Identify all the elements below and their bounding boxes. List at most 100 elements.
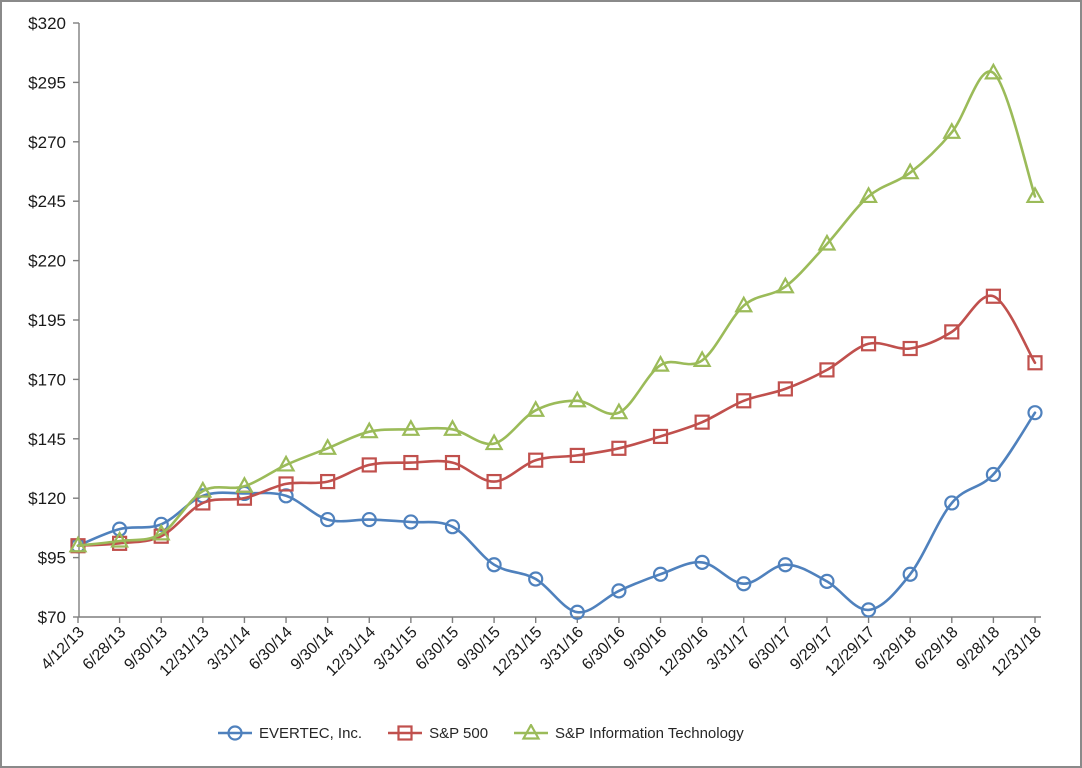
x-axis-tick-label: 3/31/17 [704, 624, 754, 674]
data-point-marker-s-p-500 [569, 447, 585, 464]
series-s-p-500 [70, 288, 1043, 554]
data-point-marker-s-p-information-technology [567, 390, 587, 408]
data-point-marker-s-p-information-technology [110, 530, 129, 548]
data-point-marker-evertec-inc [278, 488, 294, 504]
data-point-marker-s-p-500 [736, 393, 752, 409]
legend-item-evertec-inc: EVERTEC, Inc. [218, 724, 362, 742]
data-point-marker-s-p-500 [860, 336, 877, 352]
data-point-marker-s-p-information-technology [942, 122, 962, 139]
legend-item-label: S&P Information Technology [555, 724, 744, 742]
data-point-marker-evertec-inc [1027, 405, 1043, 421]
data-point-marker-evertec-inc [902, 566, 918, 582]
data-point-marker-evertec-inc [611, 583, 627, 599]
data-point-marker-s-p-500 [528, 452, 544, 468]
data-point-marker-s-p-information-technology [235, 476, 254, 493]
y-axis-tick-label: $95 [38, 549, 66, 568]
data-point-marker-s-p-information-technology [984, 62, 1003, 80]
data-point-marker-s-p-500 [444, 454, 461, 471]
data-point-marker-s-p-500 [1027, 355, 1043, 371]
data-point-marker-s-p-information-technology [817, 233, 837, 251]
data-point-marker-s-p-500 [652, 428, 669, 445]
x-axis-tick-label: 6/29/18 [912, 624, 962, 674]
chart-legend: EVERTEC, Inc. S&P 500 S&P Information Tech… [218, 721, 744, 745]
data-point-marker-evertec-inc [320, 511, 336, 528]
data-point-marker-evertec-inc [985, 466, 1001, 483]
data-point-marker-s-p-information-technology [609, 402, 629, 420]
data-point-marker-s-p-information-technology [692, 350, 712, 367]
data-point-marker-evertec-inc [777, 557, 793, 573]
legend-circle-marker-icon [218, 725, 252, 741]
data-point-marker-s-p-information-technology [443, 419, 462, 436]
data-point-marker-evertec-inc [694, 554, 710, 570]
y-axis-tick-label: $245 [28, 192, 66, 211]
data-point-marker-s-p-500 [361, 457, 377, 473]
x-axis-tick-label: 6/28/13 [80, 624, 130, 674]
x-axis-tick-label: 3/31/15 [371, 624, 421, 674]
data-point-marker-evertec-inc [444, 519, 461, 535]
legend-item-label: EVERTEC, Inc. [259, 724, 363, 742]
data-point-marker-s-p-500 [694, 414, 710, 430]
data-point-marker-evertec-inc [652, 566, 669, 582]
data-point-marker-s-p-500 [902, 340, 918, 357]
data-point-marker-s-p-information-technology [775, 276, 795, 294]
legend-marker-glyph [227, 725, 243, 741]
legend-marker-glyph [521, 724, 541, 740]
data-point-marker-s-p-information-technology [318, 438, 338, 455]
data-point-marker-s-p-information-technology [1025, 186, 1045, 204]
x-axis-tick-label: 6/30/16 [579, 624, 629, 674]
data-point-marker-s-p-information-technology [68, 535, 88, 553]
x-axis-tick-label: 4/12/13 [38, 624, 88, 674]
legend-triangle-marker-icon [514, 724, 549, 740]
y-axis-tick-label: $320 [28, 14, 66, 33]
y-axis-tick-label: $170 [28, 370, 66, 389]
data-point-marker-s-p-information-technology [900, 162, 920, 180]
data-point-marker-s-p-500 [611, 440, 627, 456]
data-point-marker-s-p-information-technology [484, 433, 504, 451]
y-axis-tick-label: $270 [28, 133, 66, 152]
data-point-marker-evertec-inc [153, 516, 169, 532]
data-point-marker-s-p-500 [985, 288, 1001, 304]
data-point-marker-s-p-information-technology [526, 400, 546, 417]
y-axis-tick-label: $295 [28, 73, 66, 92]
data-point-marker-s-p-information-technology [859, 186, 878, 204]
legend-item-s-p-500: S&P 500 [388, 724, 488, 742]
x-axis-tick-label: 3/31/16 [537, 624, 587, 674]
data-point-marker-s-p-information-technology [734, 295, 754, 313]
data-point-marker-evertec-inc [944, 495, 960, 511]
data-point-marker-s-p-information-technology [651, 354, 670, 372]
series-s-p-information-technology [68, 62, 1045, 553]
data-point-marker-evertec-inc [486, 557, 502, 573]
y-axis-tick-label: $120 [28, 489, 66, 508]
y-axis-tick-label: $145 [28, 430, 66, 449]
data-point-marker-evertec-inc [736, 576, 752, 592]
data-point-marker-s-p-500 [819, 362, 835, 378]
legend-item-label: S&P 500 [429, 724, 489, 742]
series-evertec-inc [70, 405, 1043, 620]
legend-item-s-p-information-technology: S&P Information Technology [514, 724, 744, 742]
series-line-s-p-500 [76, 294, 1037, 547]
data-point-marker-s-p-information-technology [276, 454, 296, 472]
data-point-marker-s-p-500 [320, 473, 336, 490]
data-point-marker-s-p-500 [944, 324, 960, 340]
data-point-marker-s-p-500 [486, 473, 502, 490]
y-axis-tick-label: $70 [38, 608, 66, 627]
series-line-s-p-information-technology [76, 70, 1037, 547]
y-axis-tick-label: $220 [28, 252, 66, 271]
data-point-marker-evertec-inc [528, 571, 544, 587]
y-axis-tick-label: $195 [28, 311, 66, 330]
data-point-marker-s-p-information-technology [359, 421, 379, 439]
data-point-marker-evertec-inc [860, 602, 877, 618]
data-point-marker-evertec-inc [569, 604, 585, 620]
series-line-evertec-inc [76, 411, 1037, 614]
legend-square-marker-icon [388, 725, 423, 741]
data-point-marker-evertec-inc [112, 521, 128, 537]
data-point-marker-s-p-information-technology [193, 480, 213, 498]
data-point-marker-s-p-information-technology [151, 523, 171, 541]
data-point-marker-s-p-500 [278, 476, 294, 492]
data-point-marker-evertec-inc [361, 511, 377, 528]
x-axis-tick-label: 3/29/18 [870, 624, 920, 674]
data-point-marker-evertec-inc [403, 514, 419, 530]
data-point-marker-evertec-inc [819, 573, 835, 589]
